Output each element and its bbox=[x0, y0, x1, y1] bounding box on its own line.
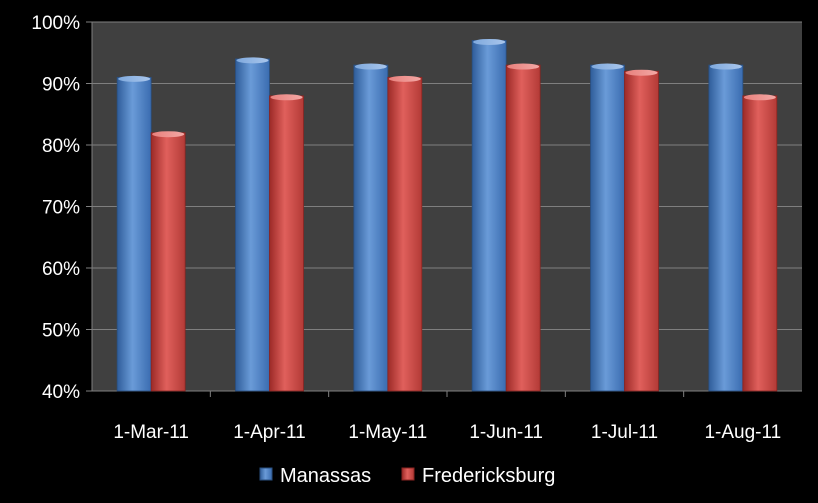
bar-cap bbox=[473, 38, 506, 45]
legend: Manassas Fredericksburg bbox=[259, 465, 555, 487]
x-tick-label: 1-Jul-11 bbox=[591, 422, 658, 443]
x-axis-ticks: 1-Mar-11 1-Apr-11 1-May-11 1-Jun-11 1-Jul-11… bbox=[113, 391, 781, 443]
bar-manassas-1-may-11 bbox=[353, 64, 389, 392]
y-tick-label: 50% bbox=[42, 321, 80, 342]
bars bbox=[116, 38, 778, 392]
y-tick-label: 60% bbox=[42, 259, 80, 280]
y-tick-label: 90% bbox=[42, 75, 80, 96]
legend-label-fredericksburg: Fredericksburg bbox=[422, 465, 555, 487]
bar-cap bbox=[625, 69, 658, 76]
y-tick-label: 40% bbox=[42, 382, 80, 403]
bar-manassas-1-jul-11 bbox=[590, 64, 625, 392]
legend-swatch-manassas bbox=[259, 467, 273, 481]
bar-cap bbox=[709, 63, 742, 70]
bar-fredericksburg-1-may-11 bbox=[387, 76, 423, 392]
bar-cap bbox=[591, 63, 624, 70]
bar-fredericksburg-1-apr-11 bbox=[269, 95, 304, 392]
legend-swatch-fredericksburg bbox=[401, 467, 415, 481]
x-tick-label: 1-Apr-11 bbox=[233, 422, 306, 443]
bar-cap bbox=[118, 75, 151, 82]
bar-manassas-1-jun-11 bbox=[471, 40, 507, 392]
bar-cap bbox=[354, 63, 387, 70]
y-tick-label: 70% bbox=[42, 198, 80, 219]
bar-fredericksburg-1-jul-11 bbox=[624, 70, 659, 392]
y-tick-label: 100% bbox=[31, 13, 80, 34]
bar-manassas-1-mar-11 bbox=[116, 76, 152, 392]
gridlines bbox=[92, 21, 802, 330]
bar-cap bbox=[743, 94, 776, 101]
bar-cap bbox=[236, 57, 269, 64]
x-tick-label: 1-Aug-11 bbox=[704, 422, 781, 443]
x-tick-label: 1-Jun-11 bbox=[469, 422, 543, 443]
bar-manassas-1-aug-11 bbox=[708, 64, 744, 392]
bar-fredericksburg-1-jun-11 bbox=[505, 64, 541, 392]
bar-cap bbox=[270, 94, 303, 101]
bar-fredericksburg-1-mar-11 bbox=[150, 132, 186, 392]
x-tick-label: 1-May-11 bbox=[348, 422, 427, 443]
bar-cap bbox=[388, 75, 421, 82]
bar-fredericksburg-1-aug-11 bbox=[742, 95, 778, 392]
bar-manassas-1-apr-11 bbox=[235, 58, 270, 392]
bar-cap bbox=[507, 63, 540, 70]
x-tick-label: 1-Mar-11 bbox=[113, 422, 189, 443]
legend-label-manassas: Manassas bbox=[280, 465, 371, 487]
bar-cap bbox=[152, 131, 185, 138]
y-tick-label: 80% bbox=[42, 136, 80, 157]
